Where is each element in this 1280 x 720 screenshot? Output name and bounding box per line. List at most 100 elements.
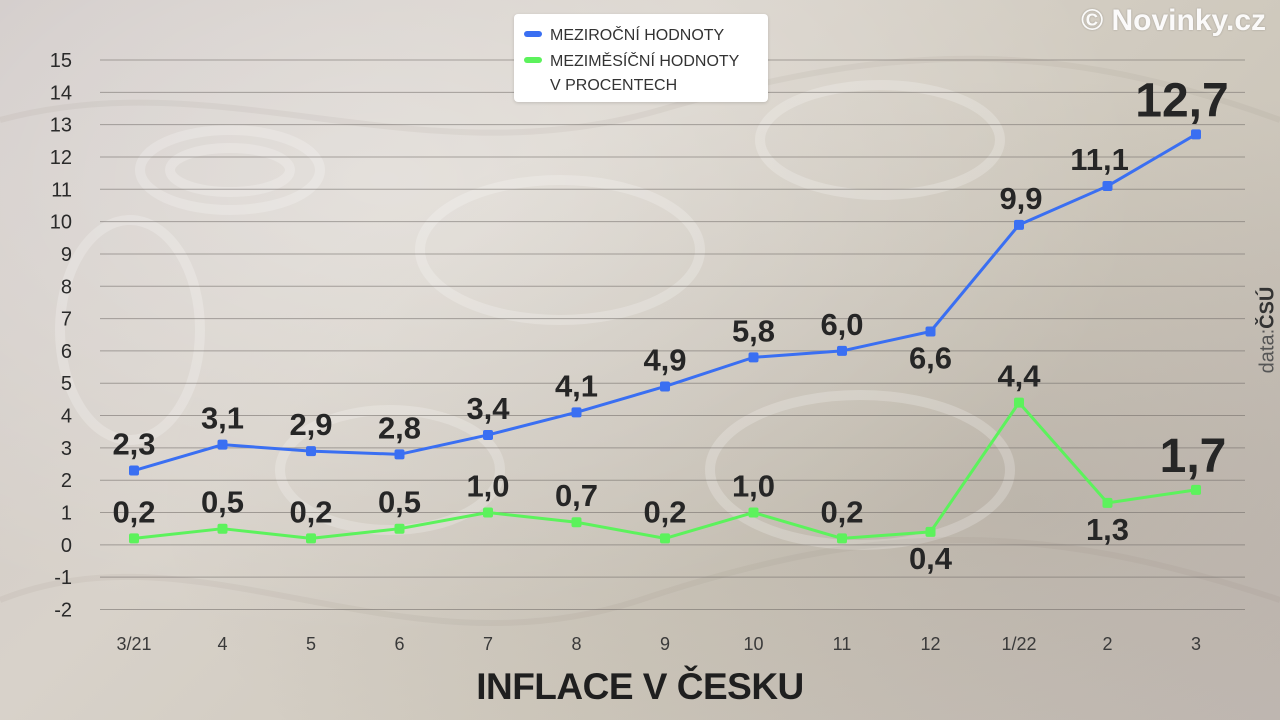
data-point bbox=[1191, 129, 1201, 140]
data-point bbox=[925, 326, 936, 337]
data-label: 3,4 bbox=[466, 391, 510, 426]
data-label: 6,0 bbox=[820, 307, 863, 342]
legend-label-mom-line1: MEZIMĚSÍČNÍ HODNOTY bbox=[550, 53, 740, 70]
data-label: 9,9 bbox=[999, 181, 1042, 216]
data-label: 1,3 bbox=[1086, 512, 1129, 547]
legend-item-mom: MEZIMĚSÍČNÍ HODNOTY V PROCENTECH bbox=[524, 50, 760, 98]
data-point bbox=[129, 533, 139, 544]
novinky-watermark: © Novinky.cz bbox=[1081, 4, 1266, 37]
source-name: ČSÚ bbox=[1256, 286, 1279, 329]
x-tick-label: 11 bbox=[833, 634, 852, 654]
data-point bbox=[748, 352, 759, 363]
data-point bbox=[837, 533, 847, 544]
data-label: 2,3 bbox=[112, 427, 155, 462]
y-tick-label: 7 bbox=[61, 309, 72, 331]
x-tick-label: 5 bbox=[306, 634, 316, 654]
legend-item-yoy: MEZIROČNÍ HODNOTY bbox=[524, 24, 760, 48]
chart-title: INFLACE V ČESKU bbox=[476, 666, 804, 707]
data-point bbox=[306, 446, 316, 457]
data-label: 2,9 bbox=[289, 407, 332, 442]
data-label: 0,2 bbox=[643, 494, 686, 529]
y-tick-label: 15 bbox=[50, 50, 72, 72]
data-label: 2,8 bbox=[378, 410, 421, 445]
y-tick-label: -1 bbox=[54, 567, 72, 589]
data-label: 1,0 bbox=[466, 469, 509, 504]
data-label: 0,5 bbox=[201, 485, 244, 520]
y-tick-label: 1 bbox=[61, 503, 72, 525]
data-point bbox=[306, 533, 316, 544]
data-label: 12,7 bbox=[1135, 74, 1228, 127]
data-label: 11,1 bbox=[1070, 142, 1129, 177]
data-point bbox=[1102, 181, 1113, 192]
y-tick-label: 6 bbox=[61, 341, 72, 363]
data-point bbox=[571, 407, 582, 418]
data-label: 1,0 bbox=[732, 469, 775, 504]
data-point bbox=[748, 507, 759, 518]
data-label: 0,2 bbox=[289, 494, 332, 529]
y-tick-label: 8 bbox=[61, 276, 72, 298]
data-point bbox=[925, 526, 936, 537]
legend-label-mom: MEZIMĚSÍČNÍ HODNOTY V PROCENTECH bbox=[550, 50, 760, 98]
data-labels: 2,3 3,1 2,9 2,8 3,4 4,1 4,9 5,8 6,0 6,6 9,9 11,112,… bbox=[112, 74, 1228, 576]
data-point bbox=[1191, 484, 1201, 495]
x-tick-label: 12 bbox=[920, 634, 940, 654]
data-label: 5,8 bbox=[732, 313, 775, 348]
data-point bbox=[217, 439, 228, 450]
x-tick-label: 9 bbox=[660, 634, 670, 654]
legend-swatch-blue bbox=[524, 31, 542, 37]
series-points bbox=[129, 129, 1201, 544]
data-label: 0,7 bbox=[555, 478, 598, 513]
x-tick-label: 6 bbox=[394, 634, 404, 654]
data-label: 0,2 bbox=[112, 494, 155, 529]
data-point bbox=[217, 523, 228, 534]
data-point bbox=[660, 381, 670, 392]
x-tick-label: 10 bbox=[743, 634, 763, 654]
data-label: 4,1 bbox=[555, 368, 598, 403]
x-tick-label: 4 bbox=[217, 634, 227, 654]
data-point bbox=[394, 449, 405, 460]
y-tick-label: 2 bbox=[61, 470, 72, 492]
chart-legend: MEZIROČNÍ HODNOTY MEZIMĚSÍČNÍ HODNOTY V … bbox=[514, 14, 768, 102]
y-tick-label: 9 bbox=[61, 244, 72, 266]
data-label: 0,5 bbox=[378, 485, 421, 520]
y-tick-label: 10 bbox=[50, 212, 72, 234]
data-point bbox=[394, 523, 405, 534]
x-tick-label: 7 bbox=[483, 634, 493, 654]
data-point bbox=[483, 429, 493, 440]
data-point bbox=[129, 465, 139, 476]
legend-label-mom-line2: V PROCENTECH bbox=[550, 77, 678, 94]
source-prefix: data: bbox=[1256, 328, 1279, 374]
data-point bbox=[837, 345, 847, 356]
y-tick-label: 4 bbox=[61, 406, 72, 428]
y-tick-label: 11 bbox=[51, 179, 72, 201]
x-tick-label: 1/22 bbox=[1001, 634, 1036, 654]
y-tick-label: 0 bbox=[61, 535, 72, 557]
x-tick-label: 3/21 bbox=[116, 634, 151, 654]
data-point bbox=[1102, 497, 1113, 508]
data-point bbox=[1014, 219, 1024, 230]
data-label: 0,2 bbox=[820, 494, 863, 529]
x-tick-label: 2 bbox=[1102, 634, 1112, 654]
data-point bbox=[571, 517, 582, 528]
x-axis-tick-labels: 3/21 4 5 6 7 8 9 10 11 12 1/22 2 3 bbox=[116, 634, 1201, 654]
data-label: 1,7 bbox=[1160, 430, 1227, 483]
y-tick-label: 3 bbox=[61, 438, 72, 460]
data-point bbox=[660, 533, 670, 544]
x-tick-label: 3 bbox=[1191, 634, 1201, 654]
x-tick-label: 8 bbox=[571, 634, 581, 654]
y-tick-label: -2 bbox=[54, 600, 72, 622]
legend-swatch-green bbox=[524, 57, 542, 63]
y-tick-label: 12 bbox=[50, 147, 72, 169]
data-label: 4,4 bbox=[997, 359, 1041, 394]
data-label: 3,1 bbox=[201, 401, 244, 436]
data-label: 0,4 bbox=[909, 541, 953, 576]
data-point bbox=[483, 507, 493, 518]
data-label: 4,9 bbox=[643, 342, 686, 377]
y-tick-label: 13 bbox=[50, 115, 72, 137]
data-point bbox=[1014, 397, 1024, 408]
legend-label-yoy: MEZIROČNÍ HODNOTY bbox=[550, 27, 725, 44]
data-label: 6,6 bbox=[909, 341, 952, 376]
data-source: data:ČSÚ bbox=[1257, 287, 1280, 374]
